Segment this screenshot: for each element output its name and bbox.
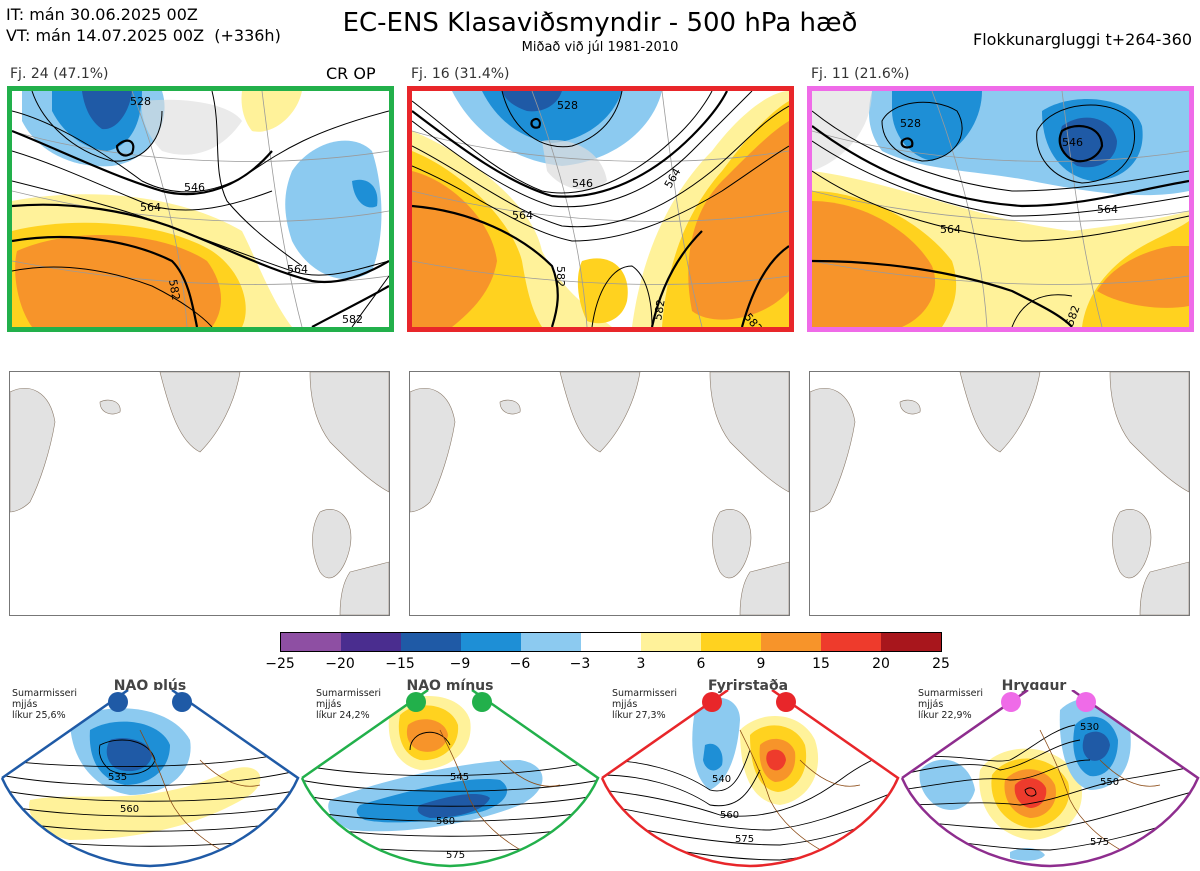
cluster-1-map: 528 546 564 564 582 582 — [7, 86, 394, 332]
cluster-1-contour-564b: 564 — [287, 263, 308, 276]
init-time: IT: mán 30.06.2025 00Z — [6, 5, 198, 24]
regime-4-note: Sumarmisseri mjjás líkur 22,9% — [918, 688, 984, 721]
regime-4-contour-550: 550 — [1100, 777, 1119, 788]
colorbar-tick: −15 — [385, 656, 415, 672]
cluster-1-contour-528: 528 — [130, 95, 151, 108]
regime-3-contour-540: 540 — [712, 774, 731, 785]
colorbar-tick: 9 — [756, 656, 766, 672]
regime-4-contour-530: 530 — [1080, 722, 1099, 733]
cluster-3-map: 528 546 564 564 582 — [807, 86, 1194, 332]
colorbar-tick: 6 — [696, 656, 706, 672]
cluster-2-contour-582a: 582 — [554, 266, 567, 287]
cluster-2-contour-528: 528 — [557, 99, 578, 112]
regime-3-note: Sumarmisseri mjjás líkur 27,3% — [612, 688, 678, 721]
page-subtitle: Miðað við júl 1981-2010 — [521, 40, 679, 55]
colorbar-tick: 20 — [872, 656, 890, 672]
colorbar-swatch — [821, 633, 881, 651]
cluster-3-contour-528: 528 — [900, 117, 921, 130]
cluster-1-coastline-map — [10, 372, 389, 615]
cluster-3-contour-546: 546 — [1062, 136, 1083, 149]
regime-4-marker-dot — [1076, 692, 1096, 712]
regime-4-contour-575: 575 — [1090, 837, 1109, 848]
regime-1-contour-560: 560 — [120, 804, 139, 815]
cluster-1-contour-564a: 564 — [140, 201, 161, 214]
header-times: IT: mán 30.06.2025 00Z VT: mán 14.07.202… — [6, 4, 281, 46]
cluster-3-secondary-map — [809, 371, 1190, 616]
colorbar-swatch — [401, 633, 461, 651]
regime-2-contour-575: 575 — [446, 850, 465, 861]
regime-3-marker-dot — [702, 692, 722, 712]
page-title: EC-ENS Klasaviðsmyndir - 500 hPa hæð — [342, 8, 858, 38]
regime-3-contour-575: 575 — [735, 834, 754, 845]
cluster-1-contour-546: 546 — [184, 181, 205, 194]
colorbar-tick: −6 — [509, 656, 531, 672]
colorbar-tick: 25 — [932, 656, 950, 672]
cluster-1-contour-582b: 582 — [342, 313, 363, 326]
cluster-3-coastline-map — [810, 372, 1189, 615]
regime-2-contour-545: 545 — [450, 772, 469, 783]
colorbar-tick: −9 — [449, 656, 471, 672]
cluster-2-label: Fj. 16 (31.4%) — [411, 66, 510, 82]
cluster-3-contour-564a: 564 — [940, 223, 961, 236]
colorbar-swatch — [701, 633, 761, 651]
colorbar-tick: 3 — [636, 656, 646, 672]
regime-4-map: 530 550 575 — [900, 690, 1200, 870]
cluster-1-secondary-map — [9, 371, 390, 616]
regime-1-contour-535: 535 — [108, 772, 127, 783]
cluster-2-contour-546: 546 — [572, 177, 593, 190]
colorbar-swatch — [521, 633, 581, 651]
regime-2-marker-dot — [472, 692, 492, 712]
cluster-2-contour-564a: 564 — [512, 209, 533, 222]
cluster-2-anomaly-map: 528 546 564 564 582 582 582 — [412, 91, 789, 327]
regime-2-contour-560: 560 — [436, 816, 455, 827]
colorbar-tick: −25 — [265, 656, 295, 672]
cluster-3-label: Fj. 11 (21.6%) — [811, 66, 910, 82]
regime-1-marker-dot — [108, 692, 128, 712]
cluster-3-contour-582: 582 — [1063, 304, 1082, 327]
valid-time: VT: mán 14.07.2025 00Z (+336h) — [6, 26, 281, 45]
cluster-2-secondary-map — [409, 371, 790, 616]
colorbar-swatch — [581, 633, 641, 651]
cluster-1-badge: CR OP — [326, 64, 376, 83]
cluster-1-label: Fj. 24 (47.1%) — [10, 66, 109, 82]
classification-window: Flokkunargluggi t+264-360 — [973, 30, 1192, 49]
regime-4-marker-dot — [1001, 692, 1021, 712]
colorbar-tick: 15 — [812, 656, 830, 672]
colorbar-swatch — [341, 633, 401, 651]
regime-2-map: 545 560 575 — [300, 690, 600, 870]
colorbar — [280, 632, 942, 652]
regime-2-note: Sumarmisseri mjjás líkur 24,2% — [316, 688, 382, 721]
cluster-3-anomaly-map: 528 546 564 564 582 — [812, 91, 1189, 327]
colorbar-swatch — [461, 633, 521, 651]
regime-1-marker-dot — [172, 692, 192, 712]
cluster-1-contour-582a: 582 — [166, 278, 182, 301]
regime-3-contour-560: 560 — [720, 810, 739, 821]
colorbar-swatch — [881, 633, 941, 651]
cluster-1-anomaly-map: 528 546 564 564 582 582 — [12, 91, 389, 327]
colorbar-tick: −3 — [569, 656, 591, 672]
colorbar-tick: −20 — [325, 656, 355, 672]
colorbar-swatch — [761, 633, 821, 651]
regime-3-map: 540 560 575 — [600, 690, 900, 870]
colorbar-swatch — [641, 633, 701, 651]
cluster-2-map: 528 546 564 564 582 582 582 — [407, 86, 794, 332]
cluster-2-coastline-map — [410, 372, 789, 615]
cluster-2-contour-582b: 582 — [651, 299, 667, 322]
colorbar-swatch — [281, 633, 341, 651]
regime-3-marker-dot — [776, 692, 796, 712]
regime-1-map: 535 560 — [0, 690, 300, 870]
regime-2-marker-dot — [406, 692, 426, 712]
regime-1-note: Sumarmisseri mjjás líkur 25,6% — [12, 688, 78, 721]
cluster-3-contour-564b: 564 — [1097, 203, 1118, 216]
